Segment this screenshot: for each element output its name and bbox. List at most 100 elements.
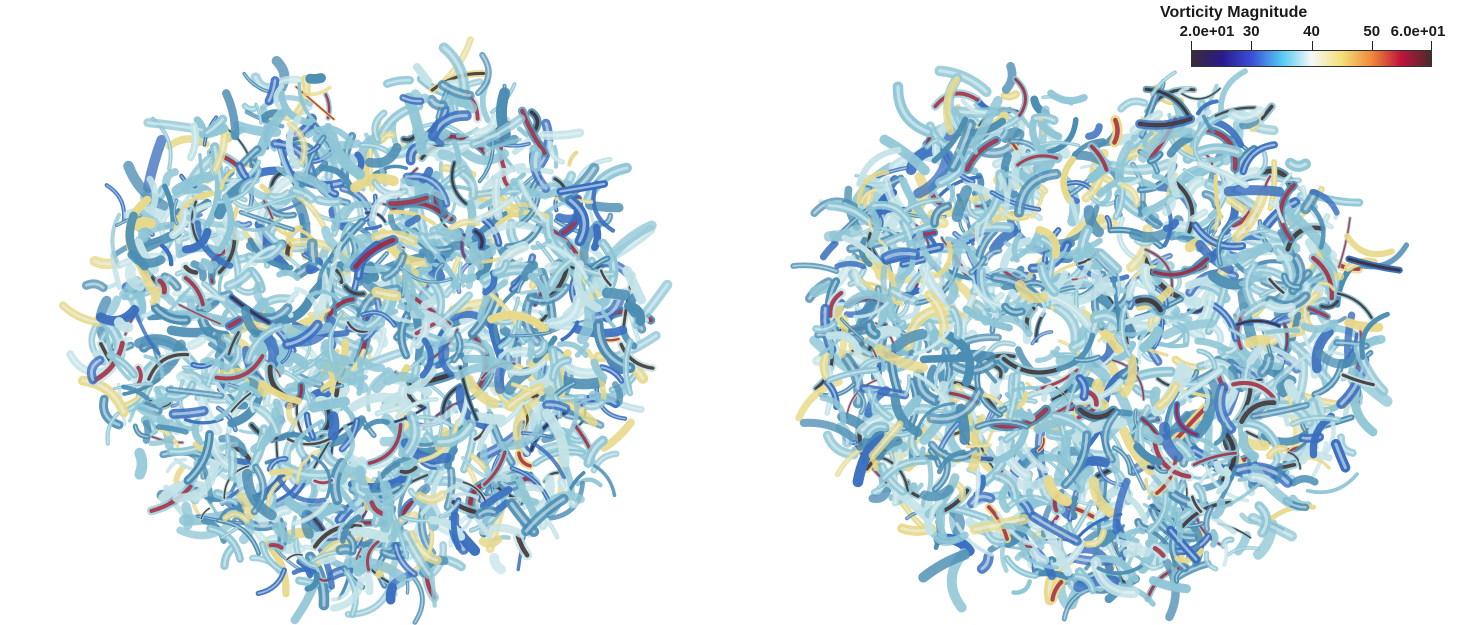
vortex-tube-core <box>214 354 265 381</box>
vortex-tube <box>1123 545 1152 559</box>
vortex-tube-highlight <box>947 346 985 385</box>
vortex-tube-highlight <box>255 103 262 124</box>
vortex-tube <box>997 106 1031 128</box>
vortex-tube <box>919 403 956 446</box>
vortex-tube <box>291 515 298 537</box>
vortex-tube-highlight <box>930 500 942 520</box>
vortex-tube <box>1158 341 1189 349</box>
vortex-tube-highlight <box>385 78 411 85</box>
vortex-tube-core <box>1152 546 1166 558</box>
vortex-tube-highlight <box>1149 153 1162 163</box>
vortex-tube-highlight <box>295 539 317 568</box>
vortex-tube-highlight <box>1198 350 1216 369</box>
vortex-tube <box>175 417 195 432</box>
vortex-tube <box>318 555 337 565</box>
vortex-tube-highlight <box>1078 377 1087 399</box>
vortex-tube <box>856 169 890 206</box>
vortex-tube <box>1047 89 1088 105</box>
vortex-tube <box>938 281 952 311</box>
vortex-tube-highlight <box>419 421 459 462</box>
vortex-tube <box>428 516 466 541</box>
vortex-tube <box>841 234 881 264</box>
vortex-tube-highlight <box>945 335 1000 354</box>
vortex-tube-highlight <box>243 104 256 111</box>
vortex-tube-highlight <box>1222 538 1233 547</box>
vortex-tube <box>337 463 367 478</box>
vortex-tube <box>229 216 284 232</box>
vortex-tube-highlight <box>1086 530 1105 546</box>
vortex-tube-highlight <box>1288 161 1308 168</box>
vortex-tube-highlight <box>1231 109 1262 120</box>
vortex-tube <box>259 183 272 197</box>
vortex-tube <box>1344 233 1395 258</box>
vortex-tube-highlight <box>857 391 865 414</box>
vortex-tube <box>1139 326 1163 353</box>
vortex-tube <box>207 362 233 404</box>
vortex-tube-highlight <box>416 321 428 347</box>
vortex-tube-highlight <box>210 159 215 176</box>
vortex-tube <box>1137 320 1160 360</box>
vortex-tube-highlight <box>1302 187 1333 228</box>
vortex-tube-core <box>263 200 274 220</box>
vortex-tube-core <box>1191 495 1203 513</box>
vortex-tube-highlight <box>373 112 386 141</box>
vortex-tube-highlight <box>154 306 188 322</box>
vortex-tube-core <box>149 484 193 513</box>
vortex-tube-core <box>312 524 363 549</box>
vortex-tube <box>992 427 1029 465</box>
vortex-tube <box>113 317 134 333</box>
vortex-tube <box>1034 346 1061 364</box>
vortex-tube <box>977 456 993 461</box>
vortex-tube <box>1010 386 1041 393</box>
vortex-tube-highlight <box>1339 436 1354 455</box>
vortex-tube-core <box>1077 407 1116 420</box>
vortex-tube <box>122 377 161 396</box>
vortex-tube <box>215 193 235 255</box>
vortex-tube <box>148 434 175 447</box>
vortex-tube <box>132 304 161 356</box>
vortex-tube <box>1003 240 1053 254</box>
colorbar-tick-mark <box>1371 41 1373 50</box>
vortex-tube <box>1112 477 1131 535</box>
vortex-tube <box>301 509 314 540</box>
vortex-tube <box>492 472 512 483</box>
vortex-tube <box>1011 579 1032 595</box>
vortex-tube-core <box>1144 87 1192 119</box>
vortex-tube-highlight <box>1175 570 1181 583</box>
vortex-tube-highlight <box>1235 190 1266 239</box>
colorbar-title: Vorticity Magnitude <box>1160 4 1308 21</box>
vortex-tube <box>146 175 159 209</box>
vortex-tube-highlight <box>172 409 206 416</box>
vortex-tube <box>1076 545 1114 573</box>
vortex-tube <box>945 181 955 205</box>
vortex-tube-highlight <box>238 164 247 179</box>
vortex-tube-highlight <box>1031 331 1052 345</box>
vortex-tube <box>285 114 302 170</box>
vortex-tube-highlight <box>453 256 460 273</box>
vortex-tube-highlight <box>840 318 864 340</box>
vortex-tube <box>363 418 391 431</box>
vortex-tube <box>1309 204 1326 250</box>
vortex-tube-highlight <box>409 533 439 562</box>
vortex-tube-highlight <box>189 337 205 347</box>
vortex-tube-highlight <box>355 482 366 496</box>
vortex-tube-highlight <box>1252 233 1265 239</box>
vortex-tube-core <box>268 543 284 550</box>
vortex-tube <box>576 303 596 345</box>
vortex-tube-highlight <box>872 393 877 413</box>
vortex-tube-highlight <box>1271 452 1278 468</box>
vortex-tube <box>326 267 338 317</box>
vortex-tube-core <box>1112 117 1120 145</box>
vortex-tube-highlight <box>306 414 314 439</box>
vortex-tube-highlight <box>1075 575 1094 592</box>
vortex-tube-highlight <box>586 166 629 201</box>
vortex-tube <box>412 63 433 86</box>
vortex-tube-highlight <box>276 457 308 505</box>
vortex-tube <box>823 224 863 242</box>
vortex-tube <box>181 184 208 194</box>
vortex-tube <box>1073 575 1120 593</box>
vortex-tube-highlight <box>470 294 496 336</box>
vortex-tube <box>1344 318 1384 332</box>
vortex-tube-highlight <box>533 151 539 169</box>
vortex-tube <box>934 240 953 279</box>
